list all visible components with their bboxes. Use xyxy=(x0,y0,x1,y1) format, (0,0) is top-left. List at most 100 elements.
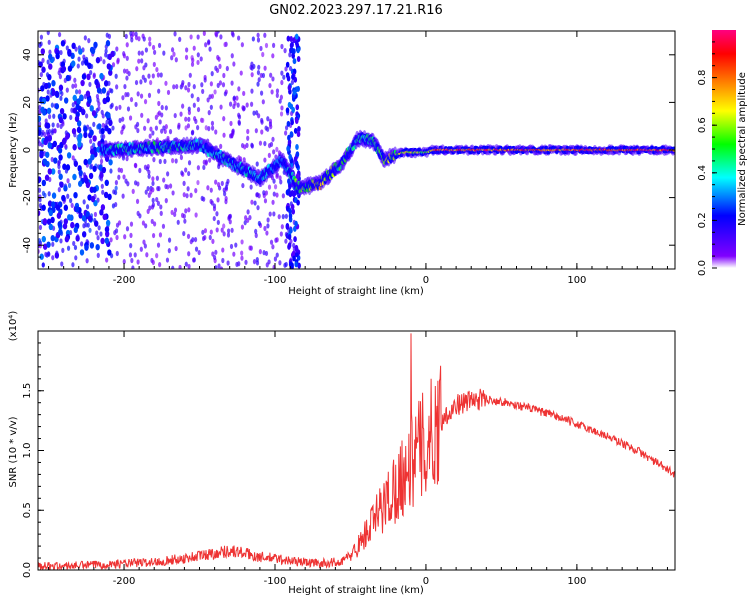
spectrogram-speckle xyxy=(199,56,203,62)
spectrogram-speckle xyxy=(51,255,55,261)
spectrogram-speckle xyxy=(225,65,229,72)
spectrogram-speckle xyxy=(95,93,100,100)
spectrogram-speckle xyxy=(47,191,51,197)
spectrogram-speckle xyxy=(161,223,166,229)
spectrogram-speckle xyxy=(184,116,188,122)
spectrogram-speckle xyxy=(107,193,112,201)
spectrogram-speckle xyxy=(269,72,273,78)
spectrogram-speckle xyxy=(187,116,191,122)
spectrogram-speckle xyxy=(80,241,84,247)
spectrogram-speckle xyxy=(121,193,125,199)
spectrogram-speckle xyxy=(98,164,103,171)
spectrogram-speckle xyxy=(59,107,65,115)
spectrogram-speckle xyxy=(147,173,151,179)
spectrogram-speckle xyxy=(202,31,206,36)
snr-xtick-label: 100 xyxy=(567,576,586,587)
spectrogram-speckle xyxy=(116,59,120,65)
spectrogram-speckle xyxy=(278,98,282,104)
spectrogram-speckle xyxy=(53,128,57,134)
spectrogram-speckle xyxy=(54,252,60,259)
spectrogram-speckle xyxy=(144,189,148,195)
spectrogram-speckle xyxy=(173,207,178,213)
spectrogram-speckle xyxy=(156,242,161,248)
spectrogram-speckle xyxy=(133,162,137,168)
spectrogram-speckle xyxy=(125,55,129,61)
spectrogram-speckle xyxy=(90,153,95,161)
spectrogram-ytick-label: 0 xyxy=(22,147,33,153)
spectrogram-speckle xyxy=(73,226,78,234)
spectrogram-speckle xyxy=(46,218,52,225)
spectrogram-speckle xyxy=(69,198,73,204)
spectrogram-speckle xyxy=(41,262,45,268)
spectrogram-speckle xyxy=(86,73,91,81)
spectrogram-speckle xyxy=(284,261,288,268)
spectrogram-speckle xyxy=(130,37,134,43)
spectrogram-speckle xyxy=(207,39,211,45)
spectrogram-speckle xyxy=(201,235,206,242)
spectrogram-speckle xyxy=(165,257,170,263)
spectrogram-speckle xyxy=(285,61,290,68)
spectrogram-speckle xyxy=(189,192,193,198)
spectrogram-speckle xyxy=(256,32,260,38)
spectrogram-speckle xyxy=(114,73,118,79)
spectrogram-speckle xyxy=(266,116,270,122)
spectrogram-speckle xyxy=(156,200,160,206)
spectrogram-speckle xyxy=(160,104,164,111)
spectrogram-speckle xyxy=(255,257,259,263)
snr-ytick-label: 0.0 xyxy=(22,562,33,578)
colorbar-label: Normalized spectral amplitude xyxy=(737,72,748,226)
spectrogram-speckle xyxy=(248,214,252,221)
spectrogram-speckle xyxy=(52,140,58,148)
spectrogram-speckle xyxy=(86,222,90,228)
spectrogram-speckle xyxy=(196,59,200,66)
spectrogram-speckle xyxy=(147,92,152,98)
spectrogram-speckle xyxy=(262,190,266,196)
spectrogram-speckle xyxy=(38,224,43,231)
spectrogram-speckle xyxy=(220,227,224,233)
spectrogram-speckle xyxy=(79,94,84,101)
spectrogram-speckle xyxy=(160,128,164,134)
spectrogram-speckle xyxy=(89,46,95,54)
spectrogram-speckle xyxy=(251,36,255,42)
spectrogram-speckle xyxy=(80,79,85,87)
spectrogram-speckle xyxy=(173,211,177,218)
spectrogram-speckle xyxy=(97,123,102,130)
spectrogram-speckle xyxy=(249,184,253,190)
spectrogram-speckle xyxy=(47,168,52,175)
spectrogram-speckle xyxy=(174,245,178,252)
spectrogram-speckle xyxy=(108,69,113,76)
spectrogram-speckle xyxy=(145,252,149,258)
spectrogram-speckle xyxy=(279,231,283,237)
spectrogram-speckle xyxy=(293,236,297,243)
spectrogram-speckle xyxy=(290,203,295,210)
spectrogram-speckle xyxy=(77,89,82,95)
spectrogram-speckle xyxy=(53,157,58,164)
spectrogram-speckle xyxy=(150,218,154,225)
spectrogram-speckle xyxy=(88,172,94,180)
spectrogram-speckle xyxy=(50,102,54,108)
spectrogram-speckle xyxy=(240,255,244,261)
spectrogram-speckle xyxy=(71,42,76,50)
spectrogram-speckle xyxy=(280,70,284,76)
spectrogram-speckle xyxy=(250,61,254,67)
spectrogram-speckle xyxy=(41,190,46,196)
spectrogram-speckle xyxy=(288,191,293,198)
spectrogram-speckle xyxy=(230,133,234,139)
spectrogram-speckle xyxy=(176,219,180,225)
spectrogram-speckle xyxy=(117,167,121,173)
spectrogram-speckle xyxy=(67,182,72,188)
spectrogram-speckle xyxy=(286,35,291,42)
spectrogram-speckle xyxy=(47,251,51,257)
spectrogram-speckle xyxy=(214,129,218,135)
spectrogram-speckle xyxy=(245,102,249,108)
snr-xlabel: Height of straight line (km) xyxy=(288,585,424,596)
spectrogram-speckle xyxy=(131,31,135,37)
spectrogram-speckle xyxy=(191,237,195,243)
spectrogram-speckle xyxy=(117,220,122,226)
spectrogram-speckle xyxy=(74,115,80,122)
spectrogram-speckle xyxy=(167,248,171,254)
spectrogram-speckle xyxy=(219,104,223,110)
spectrogram-speckle xyxy=(294,220,298,227)
spectrogram-speckle xyxy=(285,107,290,114)
spectrogram-speckle xyxy=(187,170,191,177)
